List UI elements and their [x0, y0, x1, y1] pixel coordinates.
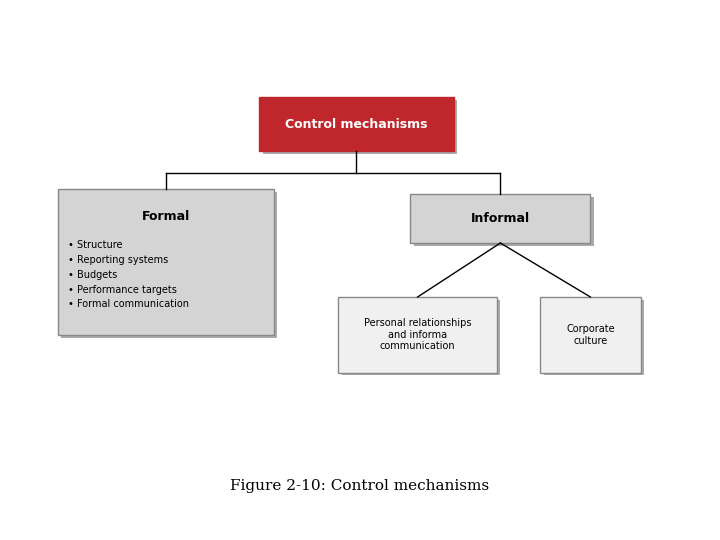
Bar — [540, 297, 641, 373]
Text: Figure 2-10: Control mechanisms: Figure 2-10: Control mechanisms — [230, 479, 490, 493]
Bar — [544, 300, 644, 375]
Bar — [414, 197, 594, 246]
Bar — [263, 100, 457, 154]
Text: Informal: Informal — [471, 212, 530, 225]
Bar — [58, 189, 274, 335]
Text: Control mechanisms: Control mechanisms — [285, 118, 428, 131]
Bar — [410, 194, 590, 243]
Text: • Structure
• Reporting systems
• Budgets
• Performance targets
• Formal communi: • Structure • Reporting systems • Budget… — [68, 240, 189, 309]
Text: Corporate
culture: Corporate culture — [566, 324, 615, 346]
Text: Formal: Formal — [141, 210, 190, 222]
Bar — [338, 297, 497, 373]
Bar — [61, 192, 277, 338]
Bar — [259, 97, 454, 151]
Bar — [342, 300, 500, 375]
Text: Personal relationships
and informa
communication: Personal relationships and informa commu… — [364, 318, 472, 352]
